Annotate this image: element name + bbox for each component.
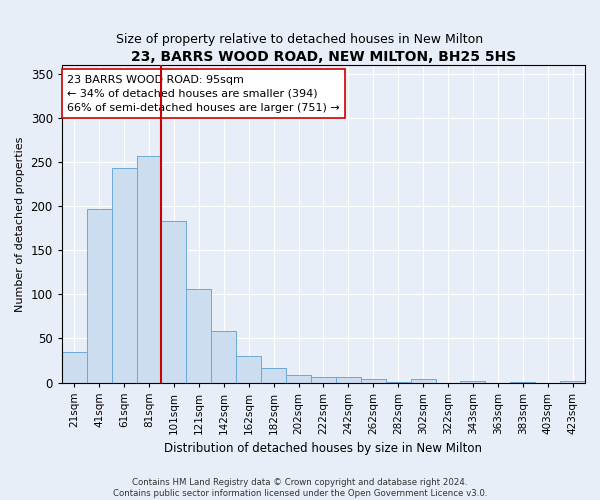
Title: 23, BARRS WOOD ROAD, NEW MILTON, BH25 5HS: 23, BARRS WOOD ROAD, NEW MILTON, BH25 5H… [131,50,516,64]
Bar [236,356,261,382]
Bar [361,379,386,382]
Text: Size of property relative to detached houses in New Milton: Size of property relative to detached ho… [116,32,484,46]
Bar [336,377,361,382]
Bar [187,289,211,382]
Bar [311,377,336,382]
Bar [161,221,187,382]
Bar [261,368,286,382]
Bar [87,209,112,382]
Bar [286,374,311,382]
Text: 23 BARRS WOOD ROAD: 95sqm
← 34% of detached houses are smaller (394)
66% of semi: 23 BARRS WOOD ROAD: 95sqm ← 34% of detac… [67,74,340,112]
Bar [410,379,436,382]
Bar [137,156,161,382]
Bar [460,381,485,382]
Bar [62,352,87,382]
X-axis label: Distribution of detached houses by size in New Milton: Distribution of detached houses by size … [164,442,482,455]
Bar [112,168,137,382]
Text: Contains HM Land Registry data © Crown copyright and database right 2024.
Contai: Contains HM Land Registry data © Crown c… [113,478,487,498]
Y-axis label: Number of detached properties: Number of detached properties [15,136,25,312]
Bar [560,381,585,382]
Bar [211,332,236,382]
